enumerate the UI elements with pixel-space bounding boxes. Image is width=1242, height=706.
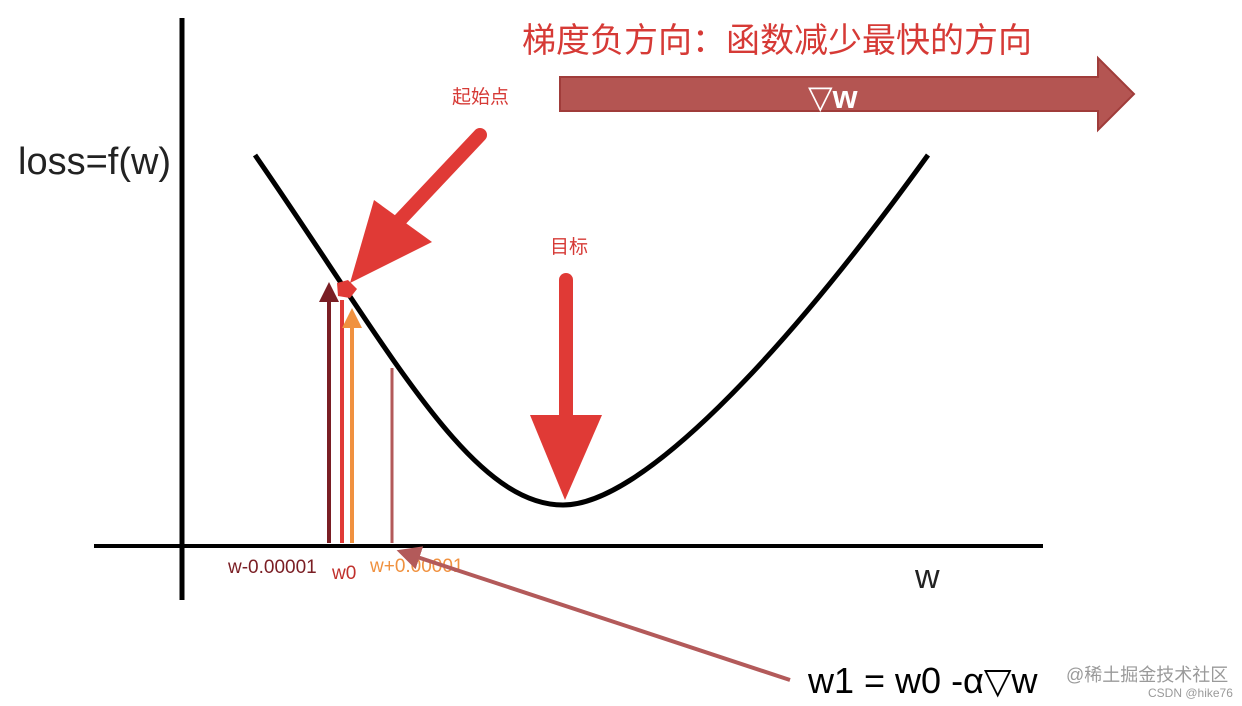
credit-text: CSDN @hike76: [1148, 686, 1233, 700]
gradient-label: ▽w: [808, 79, 858, 115]
title-text: 梯度负方向：函数减少最快的方向: [522, 21, 1032, 61]
start-point-arrow-head: [350, 200, 432, 283]
target-label: 目标: [550, 236, 588, 258]
start-point-arrow-shaft: [391, 128, 487, 229]
formula-pointer-arrow: [396, 546, 791, 682]
x-axis-label: w: [914, 558, 940, 596]
watermark-text: @稀土掘金技术社区: [1066, 665, 1228, 685]
start-point-marker: [337, 280, 357, 298]
gradient-direction-arrow: [559, 55, 1136, 133]
tick-label-w0: w0: [331, 563, 356, 584]
y-axis-label: loss=f(w): [18, 141, 171, 183]
start-point-label: 起始点: [452, 86, 509, 108]
loss-curve: [252, 153, 931, 508]
target-arrow-head: [530, 415, 602, 500]
tick-label-w-minus: w-0.00001: [227, 557, 317, 578]
update-formula: w1 = w0 -α▽w: [807, 660, 1039, 701]
